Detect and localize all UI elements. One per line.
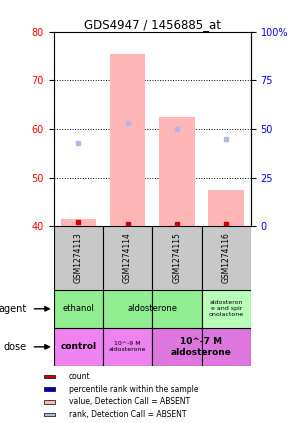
Bar [110, 54, 145, 226]
Bar [103, 290, 152, 328]
Bar [159, 117, 195, 226]
Bar [44, 400, 55, 404]
Text: count: count [69, 372, 91, 381]
Text: aldosterone: aldosterone [127, 304, 177, 313]
Bar [54, 328, 103, 366]
Text: rank, Detection Call = ABSENT: rank, Detection Call = ABSENT [69, 410, 186, 419]
Text: ethanol: ethanol [62, 304, 94, 313]
Text: agent: agent [0, 304, 26, 314]
Bar [54, 290, 103, 328]
Bar [44, 413, 55, 416]
Bar [202, 226, 251, 290]
Bar [152, 290, 202, 328]
Text: dose: dose [3, 342, 26, 352]
Text: control: control [60, 342, 96, 352]
Bar [103, 328, 152, 366]
Text: percentile rank within the sample: percentile rank within the sample [69, 385, 199, 394]
Bar [152, 226, 202, 290]
Bar [202, 290, 251, 328]
Bar [61, 219, 96, 226]
Text: 10^-7 M
aldosterone: 10^-7 M aldosterone [171, 337, 232, 357]
Bar [44, 387, 55, 391]
Text: value, Detection Call = ABSENT: value, Detection Call = ABSENT [69, 397, 190, 407]
Bar [202, 328, 251, 366]
Bar [103, 226, 152, 290]
Bar [152, 328, 202, 366]
Title: GDS4947 / 1456885_at: GDS4947 / 1456885_at [84, 18, 221, 30]
Bar [54, 226, 103, 290]
Text: aldosteron
e and spir
onolactone: aldosteron e and spir onolactone [209, 300, 244, 317]
Text: GSM1274113: GSM1274113 [74, 233, 83, 283]
Text: 10^-9 M
aldosterone: 10^-9 M aldosterone [109, 341, 146, 352]
Text: GSM1274114: GSM1274114 [123, 233, 132, 283]
Bar [209, 190, 244, 226]
Bar [44, 375, 55, 378]
Text: GSM1274115: GSM1274115 [172, 233, 182, 283]
Text: GSM1274116: GSM1274116 [222, 233, 231, 283]
